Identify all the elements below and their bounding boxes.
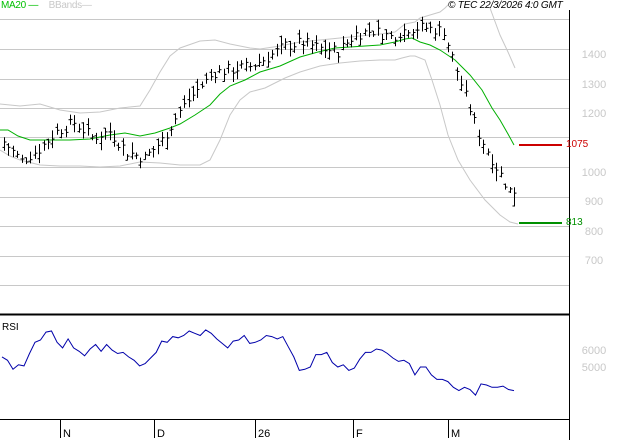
x-label-dec: D (157, 428, 165, 440)
bband-lower-line (0, 55, 519, 225)
x-label-2026: 26 (258, 428, 271, 440)
rsi-line (1, 329, 515, 396)
y-label-800: 800 (584, 226, 604, 238)
copyright-label: © TEC 22/3/2026 4:0 GMT (448, 0, 563, 11)
y-label-1300: 1300 (581, 79, 607, 91)
bband-upper-tail (489, 7, 516, 69)
rsi-axis-label-5000: 5000 (581, 362, 607, 374)
resistance-value: 1075 (566, 139, 589, 150)
rsi-axis-label-6000: 6000 (581, 345, 607, 357)
y-label-900: 900 (584, 196, 604, 208)
support-value: 813 (566, 217, 583, 228)
bband-upper-line (0, 2, 451, 114)
price-gridlines (0, 19, 570, 286)
y-label-1000: 1000 (581, 167, 607, 179)
rsi-label: RSI (2, 322, 19, 333)
x-label-nov: N (63, 428, 71, 440)
ma20-line (0, 37, 515, 146)
y-label-700: 700 (584, 255, 604, 267)
legend-bbands: BBands— (48, 0, 92, 11)
y-label-1200: 1200 (581, 108, 607, 120)
x-label-mar: M (451, 428, 461, 440)
ohlc-bars (2, 16, 517, 207)
legend-ma20: MA20 — (1, 0, 39, 11)
x-label-feb: F (356, 428, 363, 440)
chart-legend: MA20 — BBands— (1, 0, 92, 12)
time-axis-ticks (60, 420, 449, 438)
y-label-1400: 1400 (581, 49, 607, 61)
